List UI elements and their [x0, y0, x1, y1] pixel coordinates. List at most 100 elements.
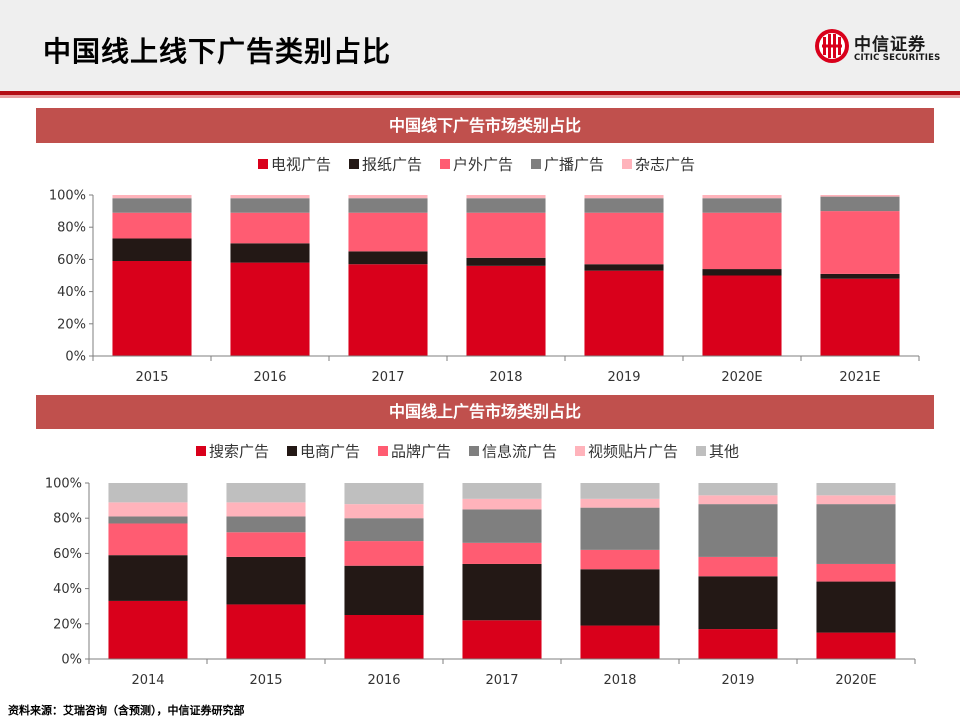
- bar-segment-0-5: [702, 275, 782, 356]
- x-tick-label-2: 2016: [367, 673, 400, 688]
- bar-segment-3-5: [702, 198, 782, 213]
- citic-logo: 中信证券 CITIC SECURITIES: [814, 28, 954, 68]
- y-tick-label-0: 0%: [65, 350, 86, 365]
- bar-segment-3-4: [584, 198, 664, 213]
- bar-segment-4-4: [584, 195, 664, 199]
- bar-segment-4-6: [816, 495, 896, 505]
- header-divider: [0, 91, 960, 95]
- bar-segment-4-5: [702, 195, 782, 199]
- bar-segment-0-2: [348, 264, 428, 356]
- bar-segment-4-4: [580, 498, 660, 508]
- bar-segment-3-1: [230, 198, 310, 213]
- legend-label-0: 电视广告: [271, 156, 331, 174]
- x-tick-label-3: 2017: [485, 673, 518, 688]
- bar-segment-2-3: [462, 542, 542, 564]
- legend-swatch-5: [696, 446, 706, 456]
- bar-segment-1-0: [108, 555, 188, 601]
- bar-segment-4-3: [466, 195, 546, 199]
- bar-segment-1-6: [816, 581, 896, 633]
- bar-segment-3-4: [580, 507, 660, 550]
- legend-swatch-3: [531, 159, 541, 169]
- bar-segment-1-1: [226, 556, 306, 605]
- bar-segment-0-0: [112, 261, 192, 356]
- x-tick-label-5: 2019: [721, 673, 754, 688]
- bar-segment-1-4: [580, 569, 660, 626]
- legend-label-4: 杂志广告: [635, 156, 695, 174]
- legend-swatch-1: [287, 446, 297, 456]
- bar-segment-4-0: [112, 195, 192, 199]
- header-divider-light: [0, 95, 960, 98]
- bar-segment-4-2: [344, 504, 424, 519]
- bar-segment-5-5: [698, 483, 778, 496]
- y-tick-label-0: 0%: [61, 653, 82, 668]
- x-tick-label-0: 2015: [135, 370, 168, 385]
- bar-segment-1-2: [348, 251, 428, 265]
- bar-segment-0-2: [344, 615, 424, 659]
- bar-segment-2-5: [702, 212, 782, 270]
- x-tick-label-6: 2020E: [835, 673, 876, 688]
- bar-segment-5-3: [462, 483, 542, 499]
- bar-segment-4-0: [108, 502, 188, 517]
- bar-segment-4-2: [348, 195, 428, 199]
- bar-segment-2-2: [344, 541, 424, 566]
- y-tick-label-5: 100%: [45, 477, 82, 492]
- bar-segment-2-4: [580, 549, 660, 570]
- bar-segment-0-6: [820, 278, 900, 356]
- bar-segment-3-6: [820, 196, 900, 212]
- y-tick-label-1: 20%: [57, 317, 86, 332]
- bar-segment-0-3: [466, 265, 546, 356]
- legend-label-2: 户外广告: [453, 156, 513, 174]
- x-tick-label-4: 2019: [607, 370, 640, 385]
- logo-subtitle: CITIC SECURITIES: [854, 53, 941, 63]
- chart2-title: 中国线上广告市场类别占比: [36, 395, 934, 429]
- bar-segment-2-2: [348, 212, 428, 252]
- legend-swatch-4: [622, 159, 632, 169]
- x-tick-label-2: 2017: [371, 370, 404, 385]
- bar-segment-3-6: [816, 504, 896, 564]
- bar-segment-2-1: [230, 212, 310, 244]
- bar-segment-0-4: [580, 625, 660, 659]
- bar-segment-1-6: [820, 273, 900, 279]
- y-tick-label-5: 100%: [49, 189, 86, 204]
- bar-segment-1-3: [462, 563, 542, 621]
- bar-segment-5-2: [344, 483, 424, 505]
- header-band: [0, 0, 960, 91]
- legend-swatch-2: [440, 159, 450, 169]
- bar-segment-2-0: [112, 212, 192, 239]
- bar-segment-1-2: [344, 565, 424, 615]
- legend-swatch-1: [349, 159, 359, 169]
- bar-segment-5-1: [226, 483, 306, 503]
- bar-segment-3-2: [348, 198, 428, 213]
- page-title: 中国线上线下广告类别占比: [43, 35, 392, 68]
- bar-segment-1-3: [466, 257, 546, 266]
- x-tick-label-4: 2018: [603, 673, 636, 688]
- bar-segment-0-1: [230, 262, 310, 356]
- bar-segment-3-0: [108, 516, 188, 524]
- bar-segment-1-5: [702, 269, 782, 276]
- y-tick-label-3: 60%: [53, 547, 82, 562]
- bar-segment-0-4: [584, 270, 664, 356]
- bar-segment-4-5: [698, 495, 778, 505]
- y-tick-label-3: 60%: [57, 253, 86, 268]
- chart1-title: 中国线下广告市场类别占比: [36, 108, 934, 143]
- legend: 搜索广告 电商广告 品牌广告 信息流广告 视频贴片广告 其他: [196, 443, 739, 461]
- x-tick-label-6: 2021E: [839, 370, 880, 385]
- legend-swatch-4: [575, 446, 585, 456]
- bar-segment-3-3: [462, 509, 542, 543]
- bar-segment-0-0: [108, 600, 188, 659]
- y-tick-label-4: 80%: [57, 221, 86, 236]
- bar-segment-2-1: [226, 532, 306, 557]
- source-note: 资料来源：艾瑞咨询（含预测），中信证券研究部: [8, 704, 245, 717]
- bar-segment-4-6: [820, 195, 900, 197]
- y-tick-label-4: 80%: [53, 512, 82, 527]
- bar-segment-3-5: [698, 504, 778, 557]
- citic-emblem-icon: [815, 29, 849, 63]
- bar-segment-2-6: [816, 563, 896, 582]
- x-tick-label-3: 2018: [489, 370, 522, 385]
- bar-segment-2-4: [584, 212, 664, 265]
- bar-segment-2-3: [466, 212, 546, 258]
- bar-segment-1-1: [230, 243, 310, 263]
- legend-label-0: 搜索广告: [209, 443, 269, 461]
- bar-segment-0-6: [816, 632, 896, 659]
